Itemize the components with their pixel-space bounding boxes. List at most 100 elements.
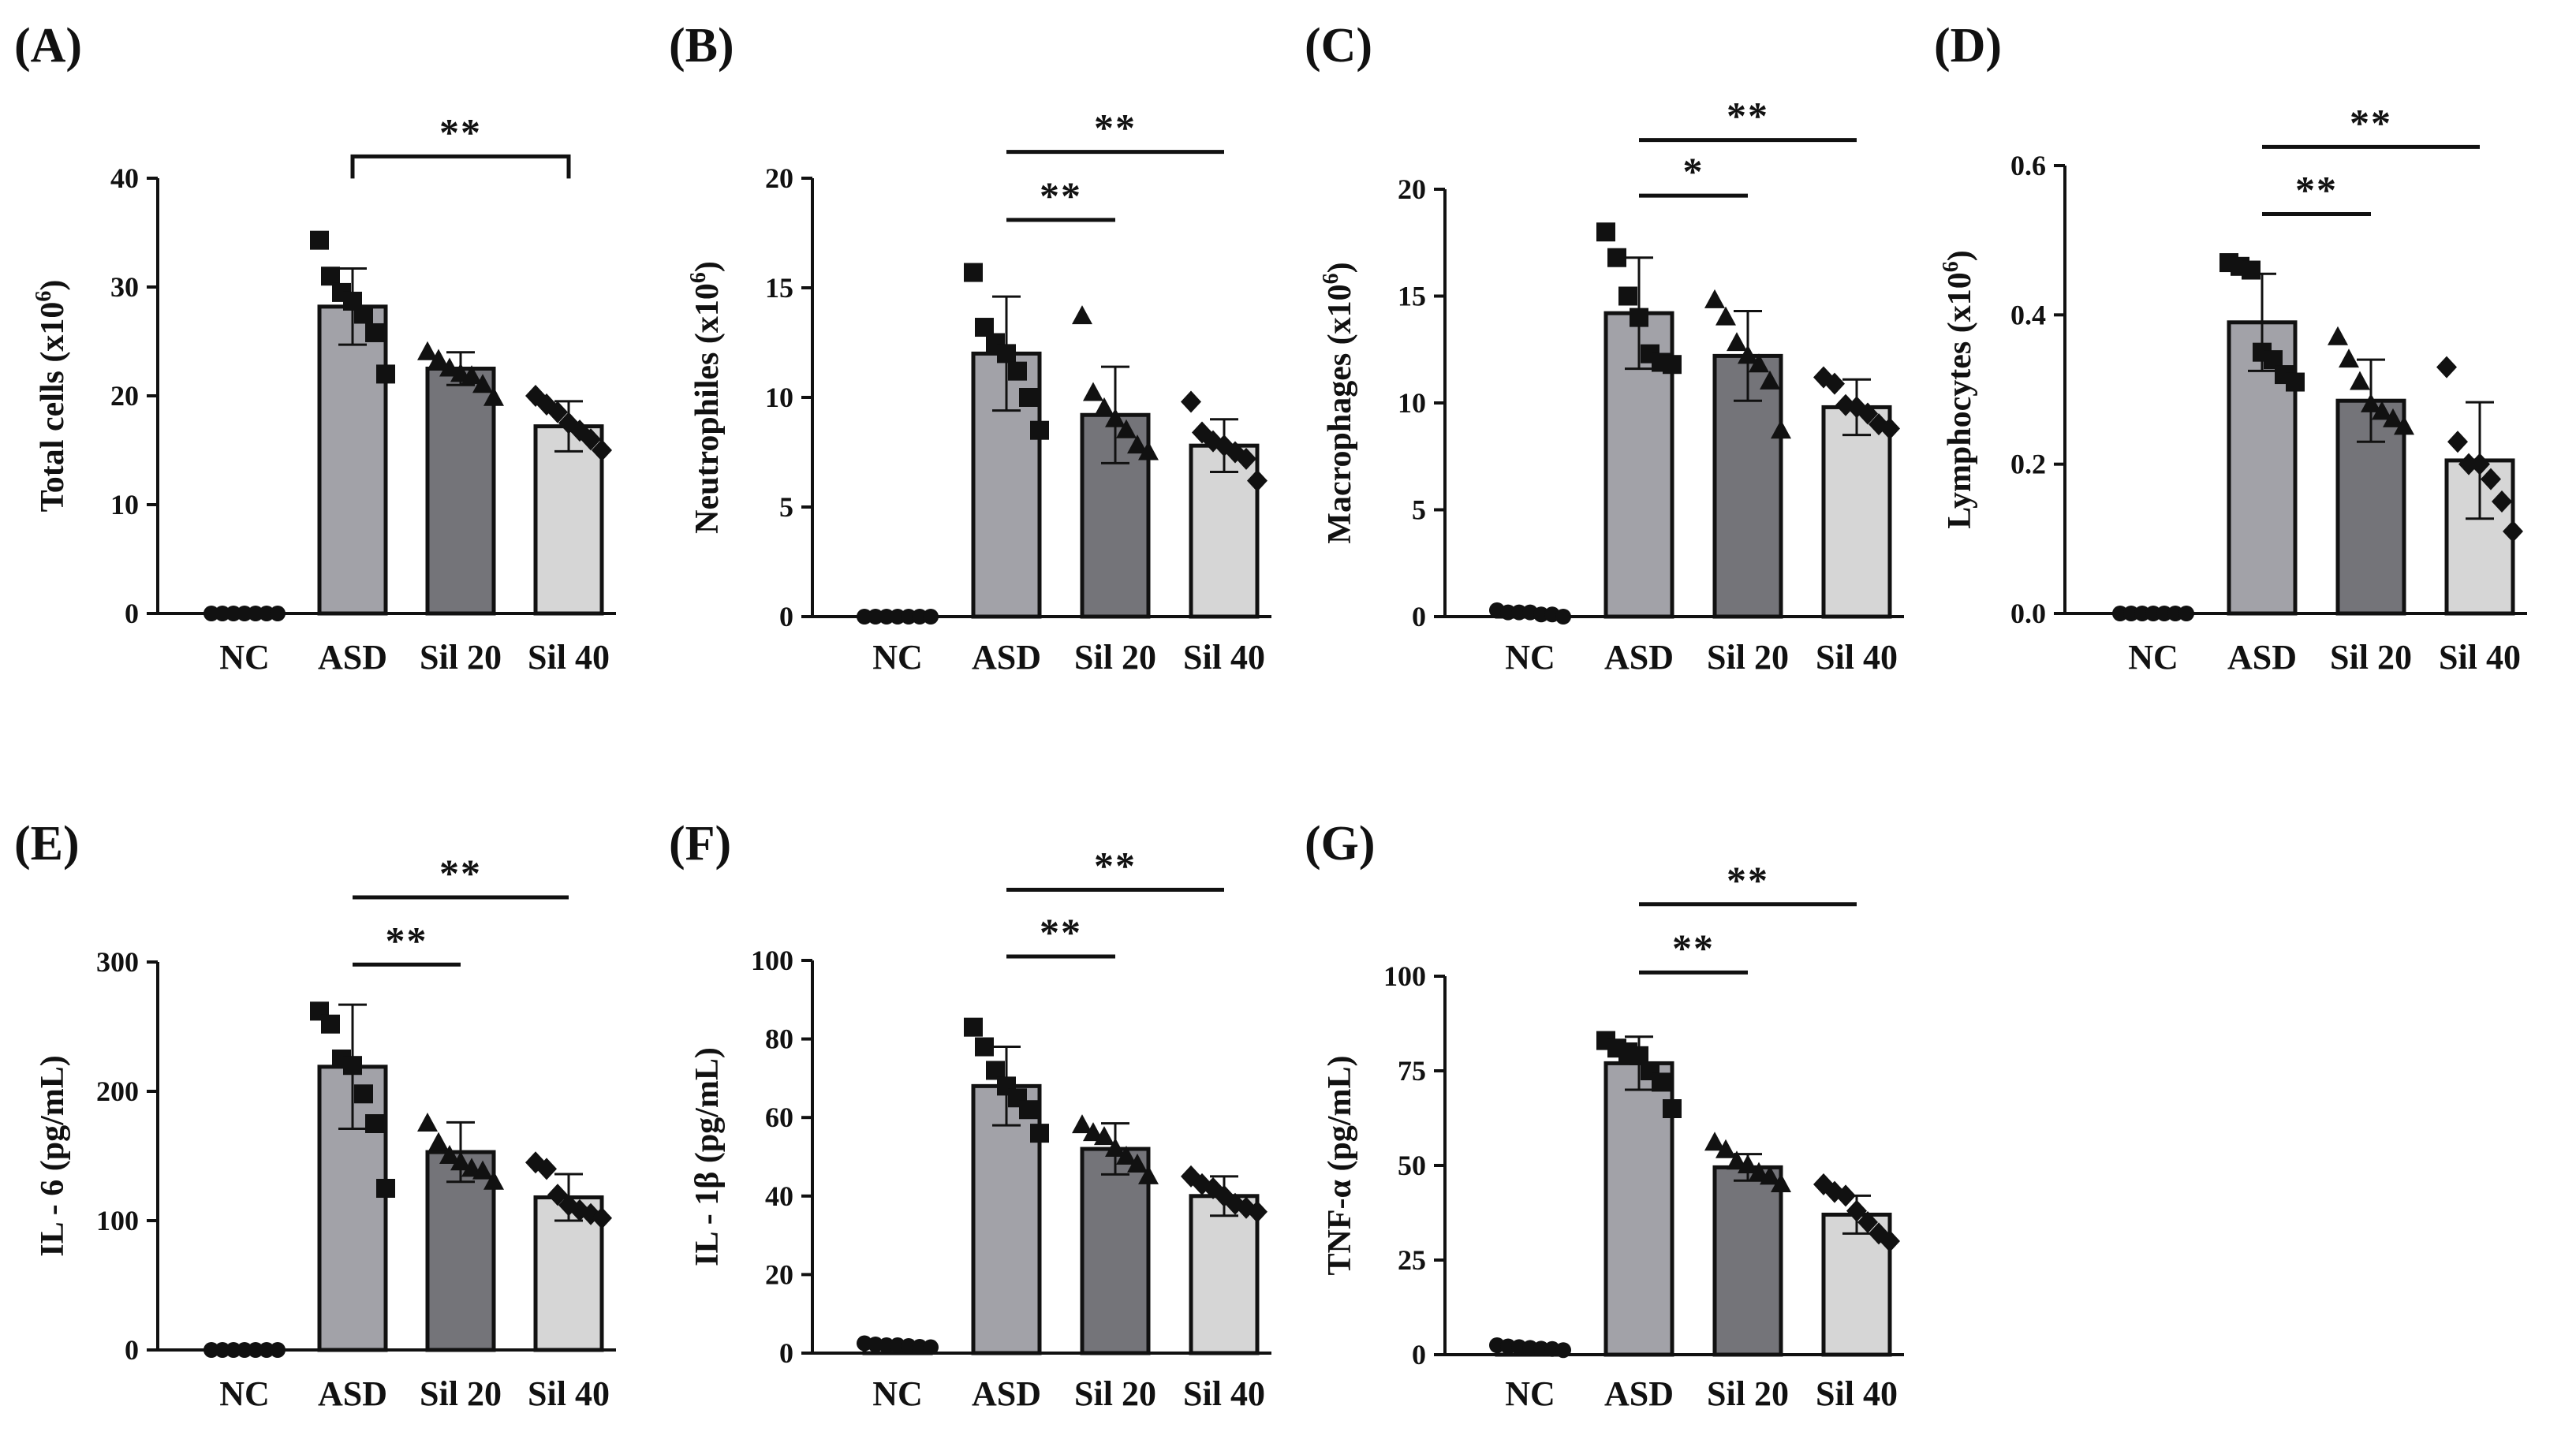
category-label: Sil 20 — [420, 1374, 502, 1413]
category-label: Sil 40 — [1816, 1374, 1898, 1413]
data-point — [417, 1113, 438, 1132]
data-point — [1727, 332, 1747, 352]
y-axis-title-main: TNF-α (pg/mL) — [1322, 1056, 1358, 1276]
data-point — [1247, 469, 1267, 492]
data-point — [1555, 1342, 1571, 1359]
data-point — [1663, 1099, 1682, 1118]
category-label: NC — [872, 638, 923, 677]
data-point — [2286, 372, 2305, 392]
category-label: Sil 40 — [2439, 638, 2521, 677]
data-point — [2167, 606, 2183, 621]
significance-label: ** — [439, 851, 482, 895]
data-point — [1760, 1165, 1780, 1185]
data-point — [923, 609, 939, 625]
data-point — [1127, 434, 1148, 454]
data-point — [259, 606, 274, 621]
data-point — [226, 606, 241, 621]
data-point — [1072, 305, 1092, 325]
bar-sil-20 — [1080, 1147, 1151, 1355]
category-label: ASD — [972, 1374, 1041, 1413]
data-point — [868, 609, 883, 625]
data-point — [1083, 382, 1103, 401]
y-axis-title: IL - 1β (pg/mL) — [689, 1047, 726, 1266]
data-point — [1019, 388, 1038, 407]
category-label: Sil 20 — [1707, 1374, 1789, 1413]
data-point — [461, 365, 482, 385]
data-point — [354, 304, 373, 324]
significance-label: ** — [1040, 910, 1082, 954]
significance-label: ** — [1727, 94, 1769, 138]
data-point — [428, 1132, 449, 1151]
data-point — [2339, 349, 2359, 368]
data-point — [215, 606, 230, 621]
data-point — [1738, 1154, 1758, 1173]
y-tick-label: 0 — [779, 601, 793, 632]
y-tick-label: 200 — [96, 1076, 139, 1107]
panel-letter: (D) — [1934, 19, 2002, 73]
y-tick-label: 75 — [1398, 1055, 1426, 1087]
category-label: Sil 40 — [528, 1374, 610, 1413]
y-tick-label: 30 — [110, 271, 139, 303]
y-tick-label: 80 — [765, 1024, 793, 1055]
data-point — [2123, 606, 2139, 621]
y-tick-label: 20 — [765, 162, 793, 194]
significance-label: ** — [1040, 173, 1082, 218]
panel-letter: (C) — [1305, 19, 1372, 73]
data-point — [2328, 326, 2348, 345]
chart-panel-6: (G) 0 25 50 75 100 TNF-α (pg/mL) NC ASD Sil 20 Sil… — [1305, 817, 1904, 1413]
data-point — [1663, 355, 1682, 375]
y-tick-label: 20 — [110, 380, 139, 412]
y-tick-label: 10 — [765, 382, 793, 413]
significance-label: ** — [1094, 106, 1137, 150]
category-label: ASD — [318, 638, 387, 677]
y-tick-label: 10 — [1398, 387, 1426, 419]
data-point — [365, 323, 384, 342]
y-tick-label: 20 — [1398, 173, 1426, 205]
significance-label: ** — [1727, 858, 1769, 902]
data-point — [1030, 420, 1049, 440]
significance-label: ** — [386, 918, 428, 962]
data-point — [1596, 222, 1615, 242]
category-label: Sil 20 — [1074, 1374, 1156, 1413]
data-point — [1138, 1165, 1159, 1184]
y-tick-label: 300 — [96, 946, 139, 978]
data-point — [1727, 1150, 1747, 1170]
y-axis-title: IL - 6 (pg/mL) — [35, 1055, 71, 1257]
data-point — [1760, 370, 1780, 390]
data-point — [1181, 390, 1201, 413]
significance-label: ** — [1672, 926, 1715, 970]
category-label: Sil 40 — [1183, 638, 1265, 677]
data-point — [2242, 260, 2261, 280]
data-point — [354, 1084, 373, 1104]
category-label: Sil 40 — [528, 638, 610, 677]
y-tick-label: 25 — [1398, 1244, 1426, 1276]
data-point — [857, 609, 872, 625]
data-point — [1533, 1340, 1549, 1357]
y-tick-label: 20 — [765, 1258, 793, 1290]
category-label: ASD — [972, 638, 1041, 677]
data-point — [321, 1014, 340, 1034]
y-axis-title-main: IL - 6 (pg/mL) — [35, 1055, 71, 1257]
data-point — [964, 1017, 983, 1037]
data-point — [2372, 401, 2392, 420]
data-point — [2361, 393, 2381, 412]
bar-asd — [1603, 1061, 1674, 1357]
data-point — [1846, 1199, 1867, 1222]
data-point — [483, 1170, 504, 1190]
data-point — [1880, 417, 1900, 440]
y-tick-label: 5 — [1412, 494, 1426, 526]
category-label: NC — [2128, 638, 2178, 677]
panel-letter: (A) — [14, 19, 82, 73]
y-axis-title-main: IL - 1β (pg/mL) — [689, 1047, 726, 1266]
category-label: Sil 20 — [1707, 638, 1789, 677]
y-axis-title-tail: ) — [689, 261, 726, 272]
data-point — [417, 341, 438, 360]
y-tick-label: 100 — [1383, 960, 1426, 992]
data-point — [1105, 1138, 1126, 1158]
y-tick-label: 40 — [765, 1180, 793, 1212]
data-point — [1704, 1132, 1725, 1151]
y-axis-title-tail: ) — [35, 280, 71, 291]
data-point — [1555, 609, 1571, 625]
data-point — [270, 606, 286, 621]
chart-panel-1: (B) 0 5 10 15 20 Neutrophiles (x106) NC ASD Sil 2… — [669, 19, 1271, 677]
